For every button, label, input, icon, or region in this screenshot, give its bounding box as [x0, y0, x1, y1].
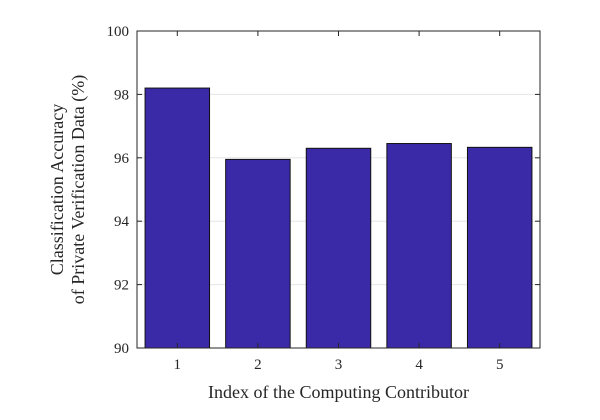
- bar-4: [386, 143, 452, 349]
- x-axis-label: Index of the Computing Contributor: [208, 382, 469, 402]
- y-tick-label: 100: [107, 24, 130, 40]
- y-axis-ticks: 90 92 94 96 98 100: [107, 24, 540, 357]
- bar-3: [305, 147, 372, 349]
- bar-2: [225, 158, 291, 349]
- x-tick-label: 5: [496, 357, 504, 373]
- y-tick-label: 98: [114, 87, 129, 103]
- y-tick-label: 92: [114, 278, 129, 294]
- x-tick-label: 2: [254, 357, 262, 373]
- x-tick-label: 3: [335, 357, 343, 373]
- y-tick-label: 90: [114, 341, 129, 357]
- y-axis-label-line-2: of Private Verification Data (%): [68, 75, 89, 305]
- x-tick-label: 4: [415, 357, 423, 373]
- y-tick-label: 96: [114, 151, 130, 167]
- bar-5: [466, 146, 533, 349]
- x-axis-ticks: 1 2 3 4 5: [174, 31, 504, 373]
- bar-1: [144, 87, 211, 349]
- y-axis-label-line-1: Classification Accuracy: [47, 104, 67, 275]
- x-tick-label: 1: [174, 357, 182, 373]
- y-tick-label: 94: [114, 214, 130, 230]
- bars: [144, 87, 533, 349]
